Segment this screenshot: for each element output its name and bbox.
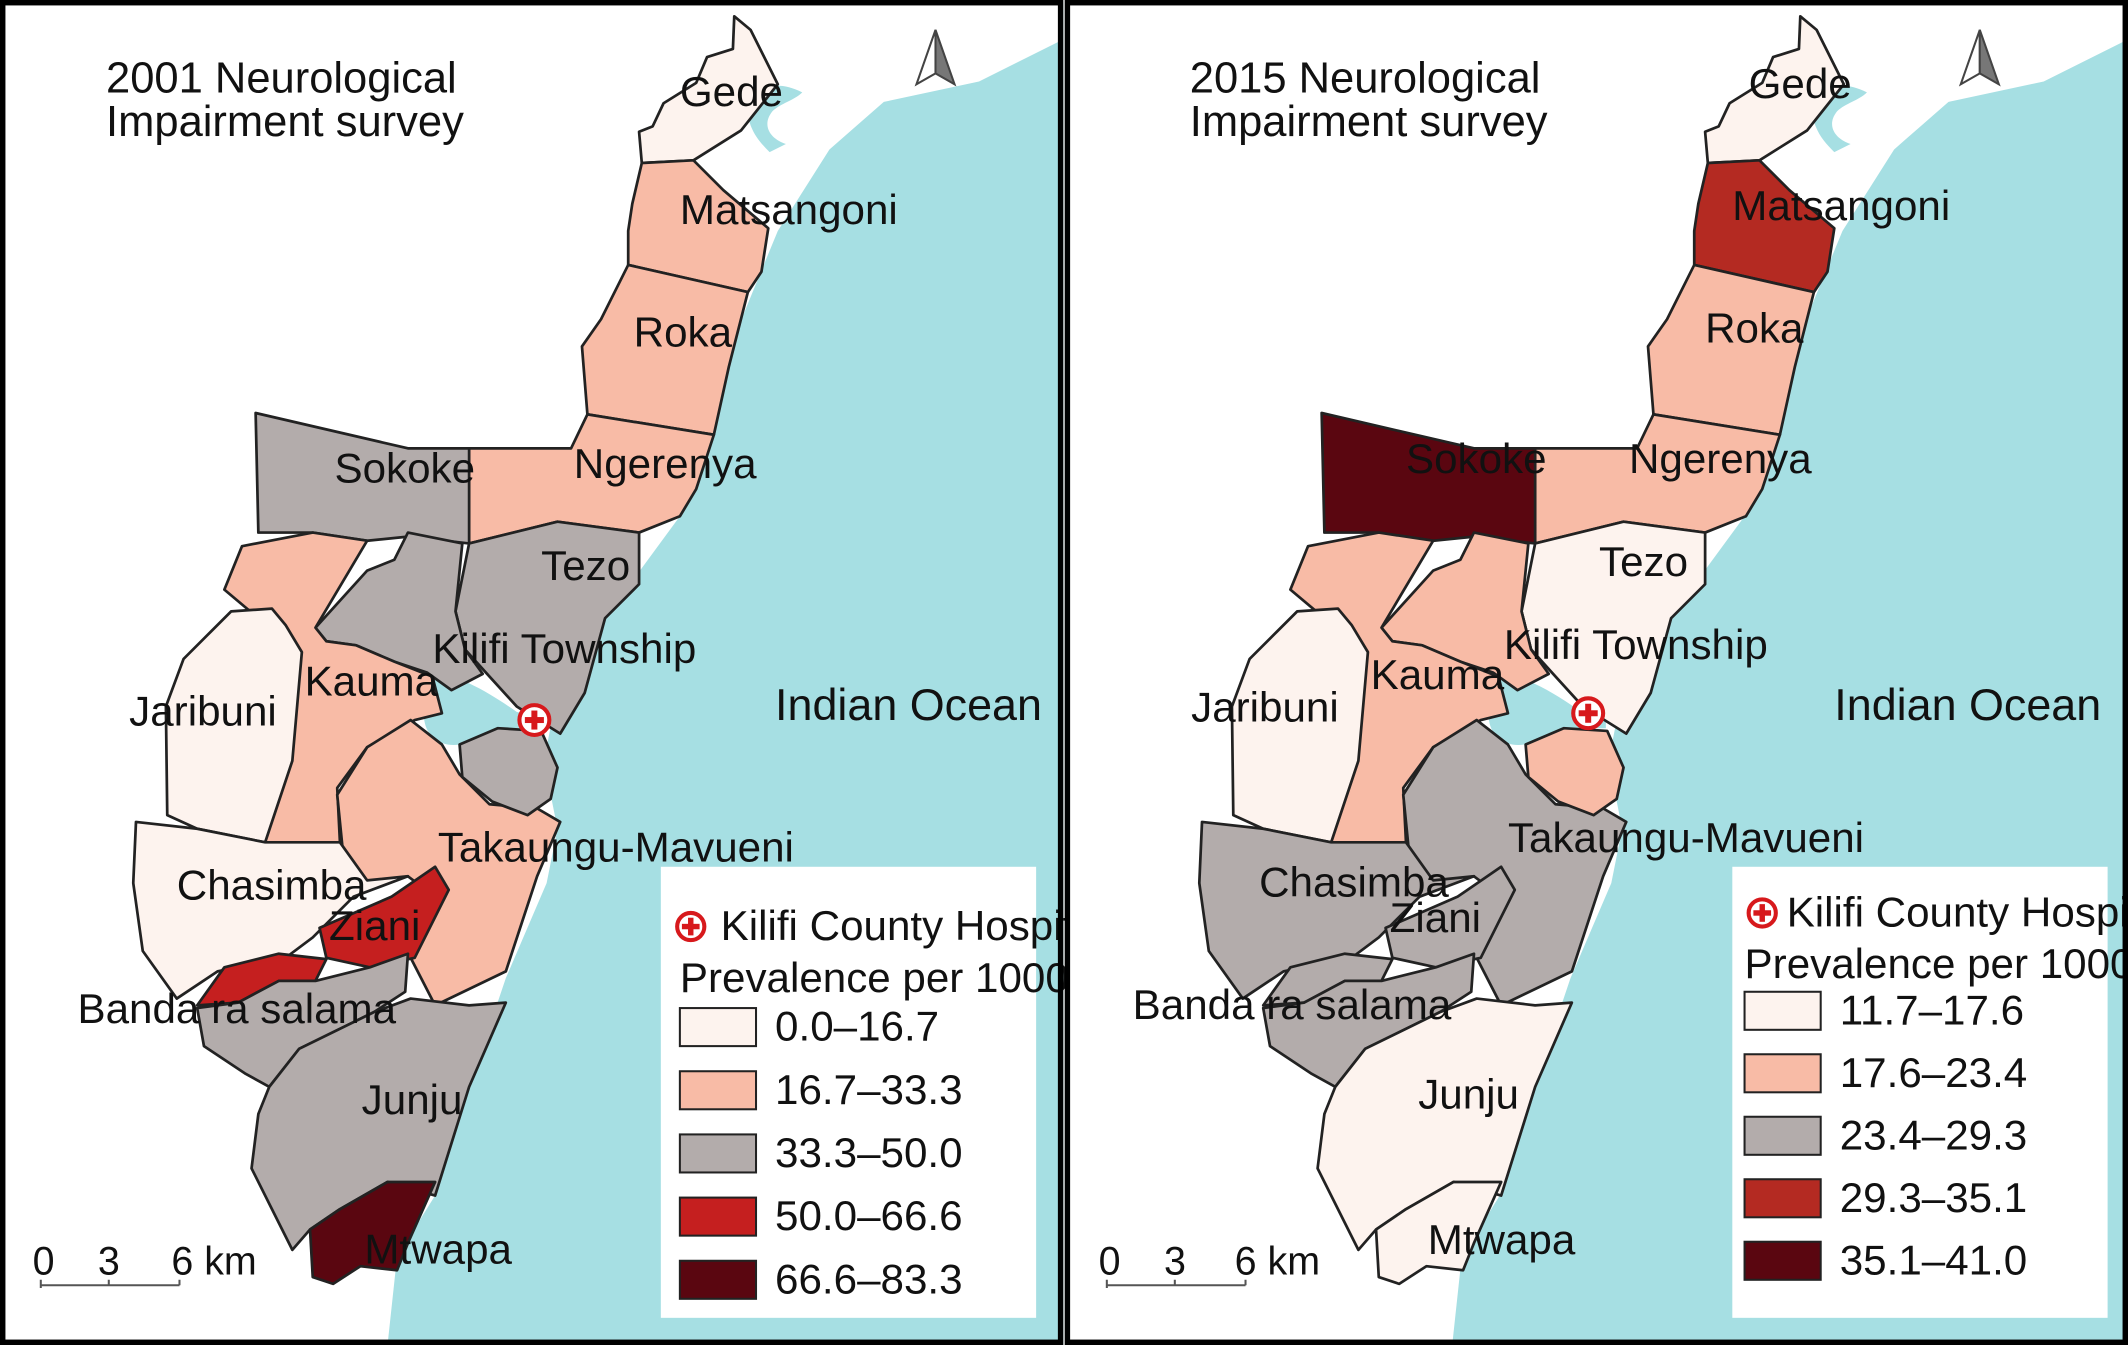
region-label-ngerenya: Ngerenya <box>1629 435 1812 482</box>
legend-hospital-label: Kilifi County Hospital <box>1787 889 2128 936</box>
region-label-gede: Gede <box>680 68 783 115</box>
region-label-banda-ra-salama: Banda ra salama <box>78 985 397 1032</box>
legend-range-2: 33.3–50.0 <box>775 1129 962 1176</box>
legend-swatch-0 <box>678 1007 758 1048</box>
region-ziani <box>1384 865 1517 969</box>
region-label-kilifi-township: Kilifi Township <box>432 625 696 672</box>
panel-frame-2001 <box>0 0 1064 1345</box>
legend-range-2: 23.4–29.3 <box>1840 1111 2027 1158</box>
region-label-chasimba: Chasimba <box>1259 859 1449 906</box>
region-label-tezo: Tezo <box>541 542 630 589</box>
legend-title: Prevalence per 1000 <box>1745 940 2128 987</box>
region-label-roka: Roka <box>1705 304 1804 351</box>
region-label-ngerenya: Ngerenya <box>574 440 757 487</box>
scale-tick-6km: 6 km <box>171 1239 256 1283</box>
region-label-jaribuni: Jaribuni <box>129 688 277 735</box>
ocean-label: Indian Ocean <box>1834 679 2101 730</box>
region-jaribuni <box>164 607 304 844</box>
legend-hospital-icon <box>675 910 707 943</box>
hospital-marker-icon <box>1571 696 1606 731</box>
legend-swatch-3 <box>1743 1178 1822 1219</box>
region-label-kauma: Kauma <box>1371 651 1505 698</box>
map-legend: Kilifi County Hospital Prevalence per 10… <box>1732 866 2128 1318</box>
north-arrow-icon <box>1958 29 2001 87</box>
region-label-jaribuni: Jaribuni <box>1191 683 1339 730</box>
region-label-ziani: Ziani <box>329 902 420 949</box>
kilifi-creek <box>415 674 542 746</box>
hospital-marker-icon <box>517 703 552 738</box>
legend-swatch-0 <box>1743 990 1822 1031</box>
region-label-chasimba: Chasimba <box>177 861 367 908</box>
region-banda-ra-salama-south <box>1261 952 1476 1089</box>
scale-tick-6km: 6 km <box>1235 1239 1320 1283</box>
scale-bar: 0 3 6 km <box>33 1239 257 1288</box>
legend-swatch-3 <box>678 1196 758 1237</box>
region-mtwapa <box>1374 1180 1503 1286</box>
legend-range-1: 16.7–33.3 <box>775 1066 962 1113</box>
region-label-roka: Roka <box>634 308 733 355</box>
region-label-sokoke: Sokoke <box>334 444 475 491</box>
region-matsangoni <box>1692 158 1836 294</box>
map-legend: Kilifi County Hospital Prevalence per 10… <box>660 866 1107 1318</box>
legend-range-3: 50.0–66.6 <box>775 1192 962 1239</box>
scale-tick-0: 0 <box>33 1239 55 1283</box>
region-label-banda-ra-salama: Banda ra salama <box>1133 981 1452 1028</box>
map-title-line2: Impairment survey <box>106 98 464 146</box>
region-chasimba <box>1197 820 1476 1000</box>
region-jaribuni <box>1230 607 1370 844</box>
legend-swatch-4 <box>1743 1240 1822 1281</box>
region-mtwapa <box>308 1180 437 1286</box>
region-matsangoni <box>626 158 770 294</box>
region-label-junju: Junju <box>362 1076 463 1123</box>
legend-swatch-2 <box>1743 1115 1822 1156</box>
region-label-sokoke: Sokoke <box>1406 435 1547 482</box>
scale-tick-0: 0 <box>1099 1239 1121 1283</box>
legend-swatch-4 <box>678 1259 758 1300</box>
legend-range-0: 0.0–16.7 <box>775 1003 939 1050</box>
legend-swatch-1 <box>1743 1053 1822 1094</box>
region-label-kilifi-township: Kilifi Township <box>1504 621 1768 668</box>
region-label-takaungu-mavueni: Takaungu-Mavueni <box>438 823 794 870</box>
map-panel-2001: 2001 Neurological Impairment survey Gede… <box>32 0 1108 1345</box>
region-tezo-south <box>458 726 559 817</box>
legend-range-1: 17.6–23.4 <box>1840 1049 2027 1096</box>
region-label-matsangoni: Matsangoni <box>680 186 898 233</box>
legend-title: Prevalence per 1000 <box>680 954 1069 1001</box>
region-gede <box>1703 14 1846 165</box>
legend-swatch-2 <box>678 1133 758 1174</box>
region-banda-ra-salama-south <box>195 952 410 1089</box>
legend-hospital-label: Kilifi County Hospital <box>721 902 1107 949</box>
region-label-junju: Junju <box>1418 1071 1519 1118</box>
ocean-label: Indian Ocean <box>775 679 1042 730</box>
region-label-mtwapa: Mtwapa <box>364 1226 512 1273</box>
legend-range-3: 29.3–35.1 <box>1840 1174 2027 1221</box>
map-title-line2: Impairment survey <box>1190 98 1548 146</box>
region-label-takaungu-mavueni: Takaungu-Mavueni <box>1508 814 1864 861</box>
scale-tick-3: 3 <box>1164 1239 1186 1283</box>
map-title-line1: 2001 Neurological <box>106 54 457 102</box>
region-label-kauma: Kauma <box>305 658 439 705</box>
panel-frame-2015 <box>1064 0 2128 1345</box>
north-arrow-icon <box>914 29 957 87</box>
region-label-mtwapa: Mtwapa <box>1428 1216 1576 1263</box>
legend-range-4: 35.1–41.0 <box>1840 1236 2027 1283</box>
region-ziani <box>318 865 451 969</box>
region-label-gede: Gede <box>1749 60 1852 107</box>
region-gede <box>637 14 780 165</box>
legend-range-4: 66.6–83.3 <box>775 1255 962 1302</box>
legend-hospital-icon <box>1746 897 1778 929</box>
region-label-ziani: Ziani <box>1390 894 1481 941</box>
region-township-south <box>1524 726 1625 817</box>
scale-tick-3: 3 <box>98 1239 120 1283</box>
region-label-matsangoni: Matsangoni <box>1732 182 1950 229</box>
legend-swatch-1 <box>678 1070 758 1111</box>
region-label-tezo: Tezo <box>1599 538 1688 585</box>
map-title-line1: 2015 Neurological <box>1190 54 1541 102</box>
region-chasimba <box>131 820 410 1000</box>
kilifi-creek <box>1480 674 1606 746</box>
map-panel-2015: 2015 Neurological Impairment survey Gede… <box>1066 0 2128 1345</box>
scale-bar: 0 3 6 km <box>1099 1239 1320 1288</box>
legend-range-0: 11.7–17.6 <box>1840 986 2024 1033</box>
